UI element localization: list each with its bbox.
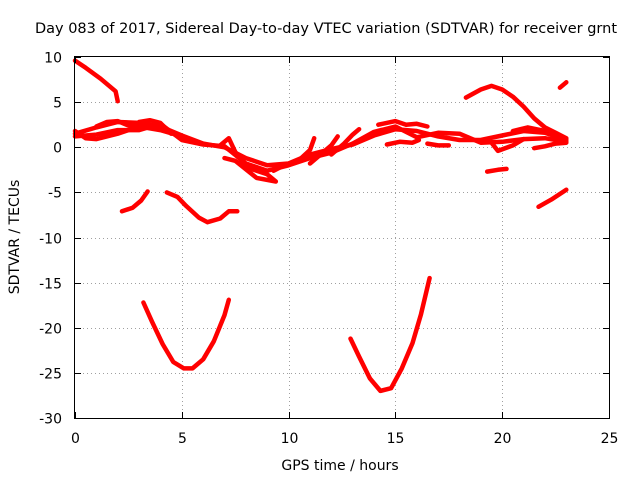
x-tick-label: 25 <box>601 431 619 447</box>
y-tick-label: 5 <box>53 96 62 112</box>
series-line-arc-6 <box>136 117 174 136</box>
y-tick-label: -30 <box>39 412 62 428</box>
series-line-arc-10 <box>329 126 362 157</box>
x-tick-label: 20 <box>494 431 512 447</box>
x-tick-label: 10 <box>281 431 299 447</box>
x-tick-label: 15 <box>387 431 405 447</box>
x-axis-label: GPS time / hours <box>281 458 398 474</box>
y-tick-label: -25 <box>39 367 62 383</box>
series-line-arc-18 <box>531 140 569 151</box>
y-axis-label: SDTVAR / TECUs <box>7 180 23 295</box>
series-line-arc-1 <box>72 58 120 104</box>
series-line-arc-4 <box>72 124 185 142</box>
x-tick-label: 0 <box>71 431 80 447</box>
series-line-arc-8 <box>271 135 317 173</box>
chart-title: Day 083 of 2017, Sidereal Day-to-day VTE… <box>35 21 617 37</box>
series-line-arc-15 <box>484 166 509 174</box>
series-line-arc-11 <box>376 118 430 129</box>
series-line-arc-9 <box>307 134 340 166</box>
ticks: 0 5 10 15 20 25 10 5 0 -5 -10 -15 -20 -25 -30 <box>39 51 618 448</box>
series-line-arc-21 <box>164 190 240 225</box>
series-line-arc-20 <box>119 189 150 214</box>
x-tick-label: 5 <box>178 431 187 447</box>
series-line-arc-13 <box>425 141 452 148</box>
series-line-arc-23 <box>141 297 232 371</box>
plot-frame <box>74 56 610 419</box>
series-line-arc-24 <box>348 275 432 394</box>
y-tick-label: -10 <box>39 232 62 248</box>
series-line-arc-14 <box>463 83 569 141</box>
series-line-arc-12 <box>384 137 422 147</box>
series-line-arc-5 <box>94 118 142 129</box>
series-line-arc-7 <box>217 135 279 184</box>
y-tick-label: 0 <box>53 141 62 157</box>
y-tick-label: -20 <box>39 322 62 338</box>
series-line-arc-17 <box>510 125 560 137</box>
series-group <box>72 58 569 394</box>
y-tick-label: -15 <box>39 277 62 293</box>
series-line-arc-16 <box>489 136 526 154</box>
y-tick-label: -5 <box>48 186 62 202</box>
y-tick-label: 10 <box>44 51 62 67</box>
series-line-arc-19 <box>557 80 569 90</box>
series-line-arc-22 <box>536 187 569 210</box>
